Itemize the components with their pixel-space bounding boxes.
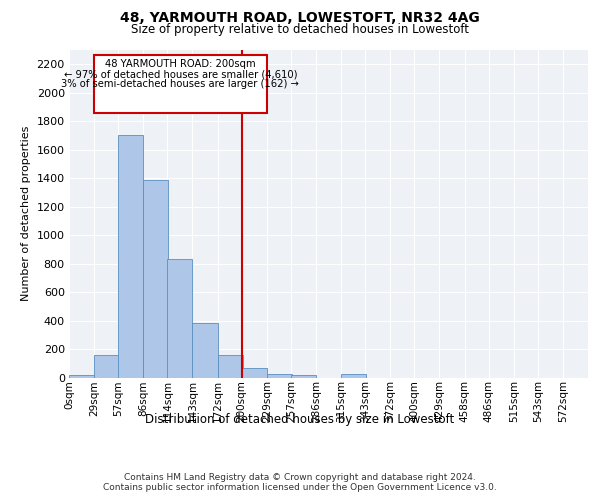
Bar	[167, 260, 193, 378]
Text: 3% of semi-detached houses are larger (162) →: 3% of semi-detached houses are larger (1…	[61, 80, 299, 90]
Bar	[291, 374, 316, 378]
Bar	[118, 136, 143, 378]
Bar	[218, 354, 242, 378]
Bar	[143, 180, 169, 378]
Bar	[341, 374, 366, 378]
Y-axis label: Number of detached properties: Number of detached properties	[21, 126, 31, 302]
Bar	[242, 368, 267, 378]
FancyBboxPatch shape	[94, 55, 267, 112]
Bar	[267, 374, 292, 378]
Text: Contains HM Land Registry data © Crown copyright and database right 2024.: Contains HM Land Registry data © Crown c…	[124, 472, 476, 482]
Bar	[69, 376, 94, 378]
Text: Size of property relative to detached houses in Lowestoft: Size of property relative to detached ho…	[131, 22, 469, 36]
Bar	[94, 356, 119, 378]
Text: 48 YARMOUTH ROAD: 200sqm: 48 YARMOUTH ROAD: 200sqm	[105, 59, 256, 69]
Text: Contains public sector information licensed under the Open Government Licence v3: Contains public sector information licen…	[103, 484, 497, 492]
Text: ← 97% of detached houses are smaller (4,610): ← 97% of detached houses are smaller (4,…	[64, 69, 297, 79]
Text: Distribution of detached houses by size in Lowestoft: Distribution of detached houses by size …	[145, 412, 455, 426]
Text: 48, YARMOUTH ROAD, LOWESTOFT, NR32 4AG: 48, YARMOUTH ROAD, LOWESTOFT, NR32 4AG	[120, 11, 480, 25]
Bar	[193, 324, 218, 378]
